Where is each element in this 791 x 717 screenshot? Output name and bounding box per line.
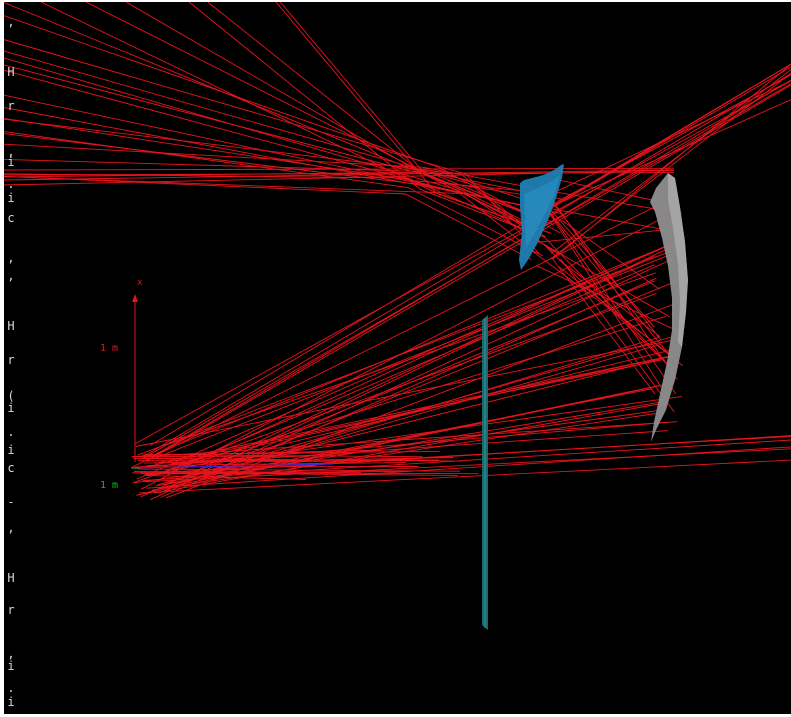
ray bbox=[135, 338, 677, 447]
ray bbox=[134, 80, 791, 445]
ray bbox=[149, 63, 791, 446]
gutter-char: r bbox=[7, 353, 15, 367]
gray-mirror-shade bbox=[668, 173, 688, 347]
ray bbox=[152, 79, 791, 457]
gutter-char: , bbox=[7, 15, 15, 29]
ray bbox=[143, 474, 307, 480]
ray bbox=[145, 435, 791, 476]
ray bbox=[163, 400, 667, 486]
ray-trace-scene bbox=[4, 2, 791, 630]
ray bbox=[561, 220, 660, 290]
gutter-char: , bbox=[7, 145, 15, 159]
ray bbox=[558, 259, 661, 338]
ray bbox=[163, 421, 678, 457]
ray bbox=[524, 245, 673, 357]
ray bbox=[131, 202, 663, 468]
ray bbox=[157, 344, 660, 490]
ray bbox=[4, 64, 546, 232]
gutter-char: i bbox=[7, 443, 15, 457]
x-scale-label: 1 m bbox=[100, 343, 119, 354]
y-scale-label: 1 m bbox=[100, 480, 119, 491]
ray bbox=[137, 245, 685, 456]
gutter-char: i bbox=[7, 191, 15, 205]
gutter-char: , bbox=[7, 521, 15, 535]
axis-gizmo bbox=[131, 294, 335, 469]
gutter-char: - bbox=[7, 495, 15, 509]
ray bbox=[4, 39, 540, 254]
ray bbox=[155, 253, 674, 459]
x-axis-letter: x bbox=[137, 278, 143, 288]
ray bbox=[157, 264, 655, 476]
ray bbox=[4, 171, 541, 206]
gutter-char: H bbox=[7, 319, 15, 333]
ray bbox=[137, 460, 349, 463]
blue-mirror-highlight bbox=[524, 174, 560, 248]
gutter-char: r bbox=[7, 603, 15, 617]
ray bbox=[149, 359, 662, 467]
gutter-char: , bbox=[7, 647, 15, 661]
gutter-char: r bbox=[7, 99, 15, 113]
gutter-char: ( bbox=[7, 389, 15, 403]
ray bbox=[188, 2, 544, 238]
ray bbox=[540, 183, 678, 380]
ray bbox=[530, 236, 670, 318]
ray bbox=[154, 353, 680, 464]
ray bbox=[540, 199, 677, 394]
ray bbox=[550, 69, 791, 254]
gutter-char: c bbox=[7, 461, 15, 475]
gutter-char: , bbox=[7, 251, 15, 265]
ray bbox=[4, 15, 561, 234]
x-axis-arrowhead bbox=[132, 294, 138, 302]
ray bbox=[136, 385, 661, 496]
gutter-char: . bbox=[7, 177, 15, 191]
ray bbox=[143, 73, 791, 457]
ray bbox=[4, 118, 548, 194]
z-axis-line bbox=[134, 463, 335, 469]
ray bbox=[4, 143, 534, 189]
gutter-char: . bbox=[7, 681, 15, 695]
ray bbox=[4, 133, 539, 209]
gutter-char: i bbox=[7, 401, 15, 415]
ray bbox=[136, 241, 676, 480]
gutter-char: c bbox=[7, 211, 15, 225]
gutter-char: i bbox=[7, 155, 15, 169]
ray bbox=[140, 241, 683, 498]
ray bbox=[159, 279, 681, 494]
gutter-char: , bbox=[7, 269, 15, 283]
ray bbox=[4, 50, 554, 253]
gutter-char: i bbox=[7, 659, 15, 673]
ray bbox=[140, 472, 458, 476]
ray bbox=[279, 2, 554, 226]
gutter-char: . bbox=[7, 425, 15, 439]
gutter-char: H bbox=[7, 65, 15, 79]
ray bbox=[144, 448, 791, 483]
ray bbox=[146, 84, 791, 462]
ray bbox=[138, 459, 791, 494]
ray bbox=[146, 446, 791, 489]
ray bbox=[537, 229, 667, 243]
gutter-char: i bbox=[7, 695, 15, 709]
ray bbox=[144, 454, 423, 458]
ray-bundle bbox=[4, 2, 791, 501]
ray bbox=[143, 450, 440, 456]
ray bbox=[146, 462, 407, 466]
ray bbox=[157, 354, 677, 486]
ray bbox=[4, 57, 546, 238]
ray bbox=[132, 292, 657, 484]
ray bbox=[137, 468, 461, 472]
gutter-char: H bbox=[7, 571, 15, 585]
ray bbox=[529, 221, 672, 368]
ray bbox=[151, 315, 666, 477]
